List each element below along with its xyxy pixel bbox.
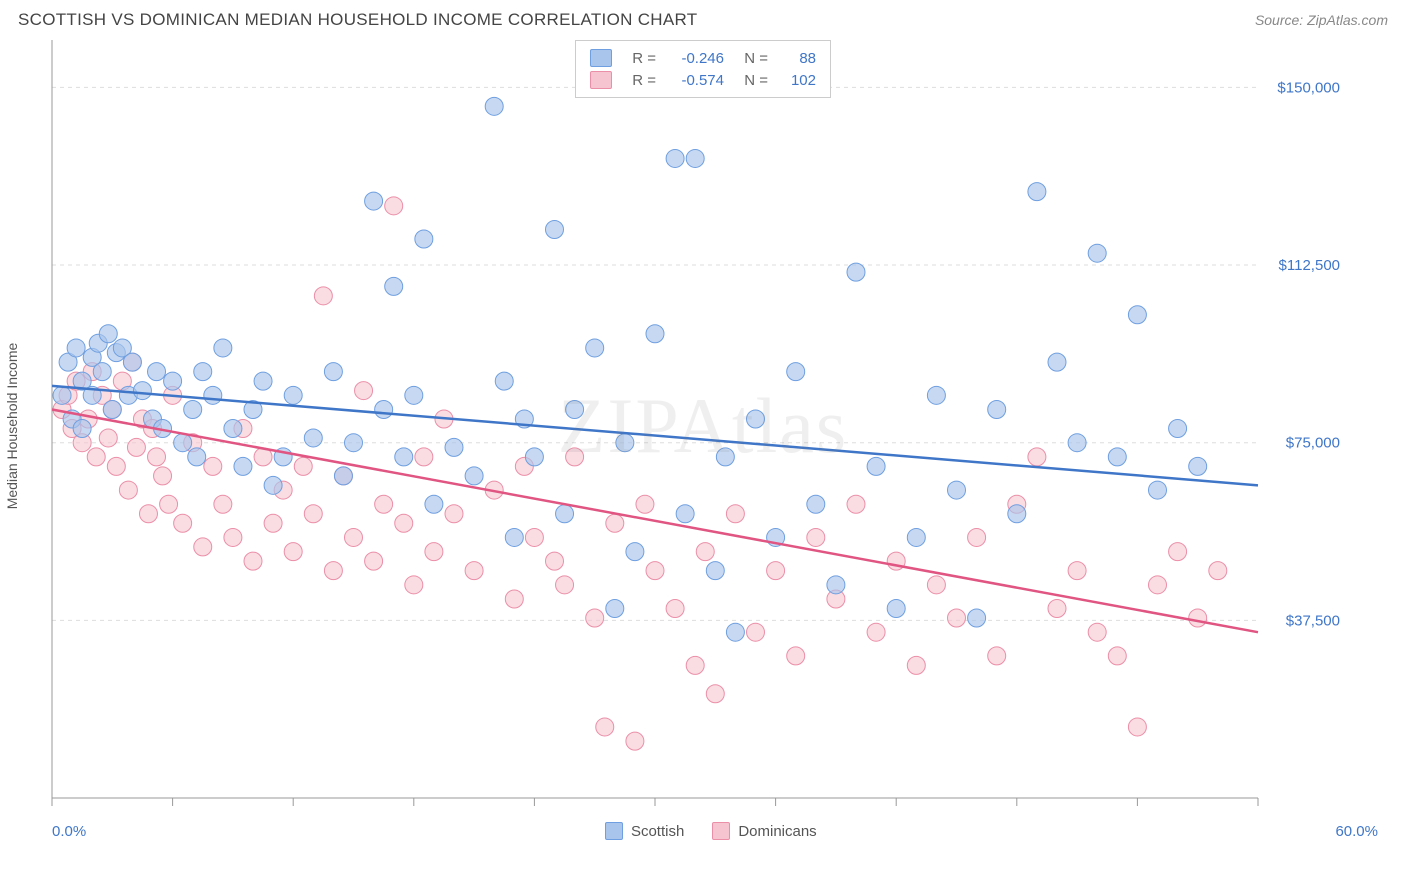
chart-source: Source: ZipAtlas.com [1255,12,1388,28]
legend-swatch [712,822,730,840]
legend: Scottish Dominicans [605,822,817,840]
legend-swatch [605,822,623,840]
stats-swatch [590,71,612,89]
svg-text:$112,500: $112,500 [1279,257,1340,274]
svg-text:$37,500: $37,500 [1286,612,1340,629]
chart-area: Median Household Income $37,500$75,000$1… [18,36,1388,816]
x-axis-row: 0.0% Scottish Dominicans 60.0% [0,816,1406,840]
chart-title: SCOTTISH VS DOMINICAN MEDIAN HOUSEHOLD I… [18,10,697,30]
legend-item-scottish: Scottish [605,822,684,840]
svg-text:$150,000: $150,000 [1277,79,1340,96]
x-axis-max: 60.0% [1335,823,1378,840]
legend-label: Dominicans [738,823,816,840]
scatter-chart-svg: $37,500 $75,000 $112,500 $150,000 [18,36,1348,816]
legend-label: Scottish [631,823,684,840]
stats-row-dominicans: R = -0.574 N = 102 [590,69,816,91]
stats-row-scottish: R = -0.246 N = 88 [590,47,816,69]
stats-swatch [590,49,612,67]
chart-header: SCOTTISH VS DOMINICAN MEDIAN HOUSEHOLD I… [0,0,1406,36]
legend-item-dominicans: Dominicans [712,822,816,840]
x-axis-min: 0.0% [52,823,86,840]
correlation-stats-panel: R = -0.246 N = 88 R = -0.574 N = 102 [575,40,831,98]
y-axis-label: Median Household Income [4,343,20,510]
svg-text:$75,000: $75,000 [1286,435,1340,452]
